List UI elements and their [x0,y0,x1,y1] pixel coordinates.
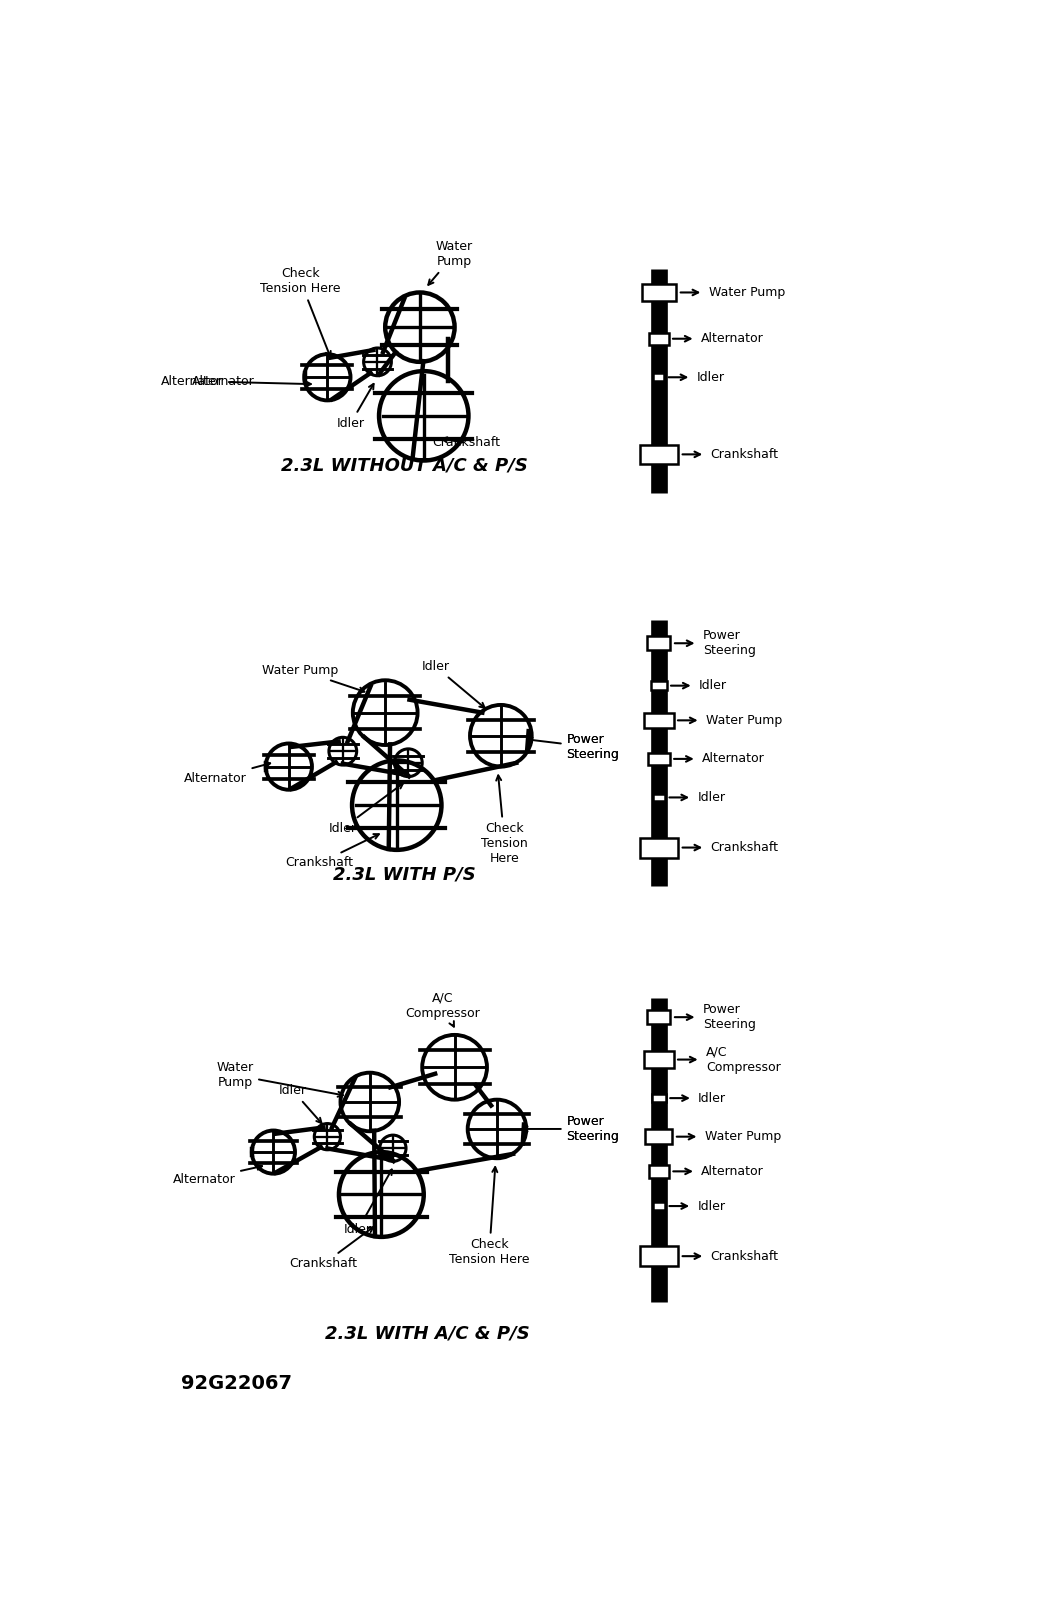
Text: Crankshaft: Crankshaft [432,436,500,449]
Text: Crankshaft: Crankshaft [289,1227,373,1270]
FancyBboxPatch shape [644,1051,673,1069]
Text: 92G22067: 92G22067 [181,1375,292,1392]
Text: Idler: Idler [697,1200,725,1213]
FancyBboxPatch shape [639,1246,678,1266]
FancyBboxPatch shape [641,284,676,301]
Text: Alternator: Alternator [184,763,270,785]
Text: 2.3L WITHOUT A/C & P/S: 2.3L WITHOUT A/C & P/S [281,457,528,474]
Text: A/C
Compressor: A/C Compressor [706,1046,780,1073]
FancyBboxPatch shape [644,713,673,727]
FancyBboxPatch shape [639,445,678,465]
FancyBboxPatch shape [648,753,670,766]
Text: Idler: Idler [697,791,725,804]
Text: Power
Steering: Power Steering [523,1115,619,1142]
FancyBboxPatch shape [654,373,665,381]
Text: 2.3L WITH A/C & P/S: 2.3L WITH A/C & P/S [325,1325,530,1342]
Text: Check
Tension
Here: Check Tension Here [481,775,528,865]
FancyBboxPatch shape [649,1165,669,1177]
Text: Water Pump: Water Pump [709,287,784,300]
Text: Alternator: Alternator [701,332,763,344]
FancyBboxPatch shape [652,1094,666,1102]
Text: Water
Pump: Water Pump [428,240,473,285]
Text: 2.3L WITH P/S: 2.3L WITH P/S [333,865,476,884]
Text: Idler: Idler [699,1091,726,1105]
Text: Water Pump: Water Pump [706,714,782,727]
Text: Alternator: Alternator [173,1165,262,1185]
FancyBboxPatch shape [653,793,665,801]
Text: Power
Steering: Power Steering [566,734,619,761]
Text: A/C
Compressor: A/C Compressor [406,992,480,1027]
FancyBboxPatch shape [653,1202,665,1210]
FancyBboxPatch shape [639,838,678,857]
Text: Crankshaft: Crankshaft [286,835,378,870]
Text: Idler: Idler [421,660,484,708]
Text: Crankshaft: Crankshaft [710,449,778,461]
Text: Alternator: Alternator [192,375,254,388]
Text: Alternator: Alternator [702,753,765,766]
Text: Idler: Idler [329,783,403,835]
FancyBboxPatch shape [646,1129,672,1144]
Text: Alternator: Alternator [702,1165,764,1177]
Text: Check
Tension Here: Check Tension Here [449,1166,530,1266]
Text: Crankshaft: Crankshaft [710,841,778,854]
Text: Water Pump: Water Pump [705,1129,781,1144]
Text: Crankshaft: Crankshaft [710,1250,778,1262]
Text: Power
Steering: Power Steering [566,1115,619,1142]
Text: Power
Steering: Power Steering [703,630,756,657]
Text: Idler: Idler [336,384,373,429]
Text: Check
Tension Here: Check Tension Here [260,268,340,357]
Text: Power
Steering: Power Steering [528,734,619,761]
Text: Idler: Idler [279,1085,321,1123]
Text: Water
Pump: Water Pump [216,1061,343,1097]
Text: Alternator: Alternator [160,375,311,388]
FancyBboxPatch shape [650,333,669,344]
Text: Idler: Idler [699,679,727,692]
Text: Idler: Idler [344,1169,392,1235]
Text: Water Pump: Water Pump [262,663,365,692]
FancyBboxPatch shape [648,636,671,650]
FancyBboxPatch shape [651,681,667,690]
Text: Idler: Idler [696,370,725,384]
FancyBboxPatch shape [648,1011,671,1024]
Text: Power
Steering: Power Steering [703,1003,756,1032]
